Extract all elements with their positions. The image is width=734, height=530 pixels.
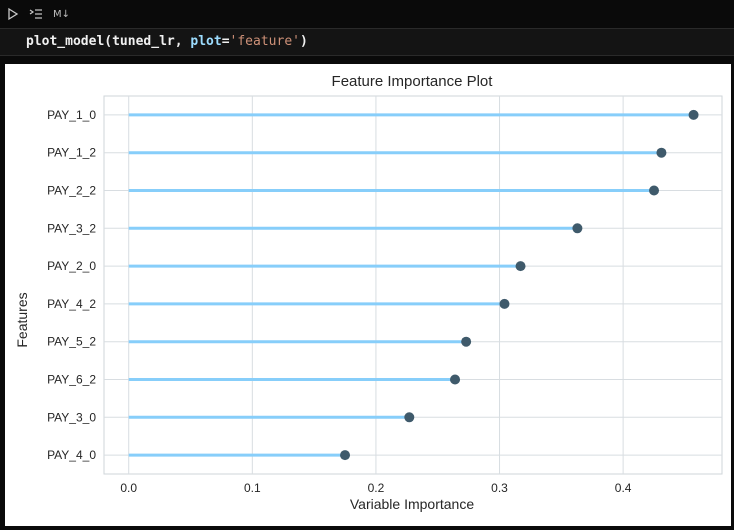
cell-output: Feature Importance Plot Variable Importa… bbox=[5, 64, 731, 526]
cell-type-markdown-button[interactable]: M↓ bbox=[53, 8, 71, 20]
y-tick-label: PAY_5_2 bbox=[47, 335, 96, 349]
code-line: plot_model(tuned_lr, plot='feature') bbox=[26, 34, 308, 49]
lollipop-dot bbox=[450, 374, 461, 385]
y-tick-label: PAY_4_0 bbox=[47, 448, 96, 462]
list-icon bbox=[29, 9, 42, 19]
y-tick-label: PAY_1_0 bbox=[47, 108, 96, 122]
code-keyword: plot bbox=[190, 34, 222, 49]
code-function: plot_model bbox=[26, 34, 105, 49]
play-icon bbox=[8, 7, 19, 21]
y-tick-label: PAY_6_2 bbox=[47, 373, 96, 387]
x-tick-label: 0.1 bbox=[244, 481, 261, 495]
y-tick-label: PAY_3_2 bbox=[47, 221, 96, 235]
chart-title: Feature Importance Plot bbox=[332, 73, 494, 90]
code-cell[interactable]: plot_model(tuned_lr, plot='feature') bbox=[0, 28, 734, 56]
y-tick-label: PAY_2_0 bbox=[47, 259, 96, 273]
plot-area bbox=[103, 95, 723, 475]
x-axis-label: Variable Importance bbox=[350, 496, 474, 512]
lollipop-dot bbox=[404, 412, 415, 423]
y-tick-label: PAY_4_2 bbox=[47, 297, 96, 311]
lollipop-dot bbox=[572, 223, 583, 234]
y-tick-label: PAY_1_2 bbox=[47, 146, 96, 160]
lollipop-dot bbox=[688, 109, 699, 120]
y-tick-label: PAY_3_0 bbox=[47, 410, 96, 424]
cell-toolbar: M↓ bbox=[0, 0, 734, 28]
lollipop-dot bbox=[656, 147, 667, 158]
y-axis-label: Features bbox=[14, 292, 30, 347]
lollipop-dot bbox=[515, 261, 526, 272]
x-tick-label: 0.0 bbox=[120, 481, 137, 495]
outline-button[interactable] bbox=[29, 6, 43, 22]
code-argument: tuned_lr bbox=[112, 34, 175, 49]
code-string: 'feature' bbox=[229, 34, 300, 49]
lollipop-dot bbox=[340, 450, 351, 461]
x-tick-label: 0.2 bbox=[368, 481, 385, 495]
lollipop-dot bbox=[461, 336, 472, 347]
x-tick-label: 0.4 bbox=[615, 481, 632, 495]
feature-importance-chart: Feature Importance Plot Variable Importa… bbox=[14, 73, 723, 512]
x-tick-label: 0.3 bbox=[491, 481, 508, 495]
y-tick-label: PAY_2_2 bbox=[47, 184, 96, 198]
lollipop-dot bbox=[499, 298, 510, 309]
run-cell-button[interactable] bbox=[7, 6, 19, 22]
lollipop-dot bbox=[649, 185, 660, 196]
